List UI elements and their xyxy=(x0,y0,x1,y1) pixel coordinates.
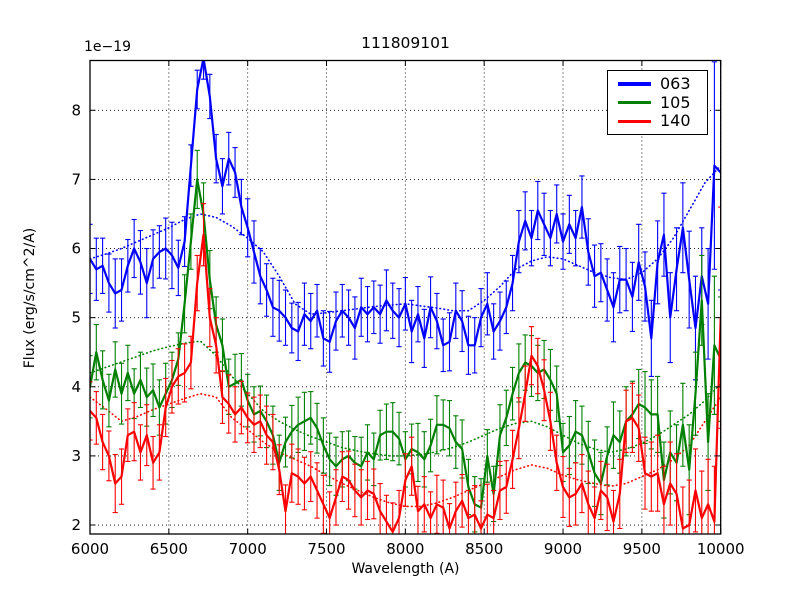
series-063-line xyxy=(90,60,721,347)
x-tick-label: 8000 xyxy=(386,540,424,558)
y-tick-label: 3 xyxy=(71,447,81,465)
legend-line-105 xyxy=(618,100,651,105)
tick-marks xyxy=(89,60,722,534)
y-tick-label: 7 xyxy=(71,170,81,188)
legend-label-105: 105 xyxy=(660,92,691,112)
legend-line-140 xyxy=(618,119,651,123)
tick-labels: 6000 6500 7000 7500 8000 8500 9000 9500 10000 2 3 4… xyxy=(71,101,745,558)
plot-title: 111809101 xyxy=(361,34,450,52)
y-tick-label: 6 xyxy=(71,240,81,258)
y-axis-offset-label: 1e−19 xyxy=(84,39,132,55)
legend-entry: 105 xyxy=(618,92,701,112)
y-tick-label: 2 xyxy=(71,516,81,534)
x-tick-label: 6500 xyxy=(150,540,188,558)
legend-entry: 140 xyxy=(618,113,701,129)
legend-line-063 xyxy=(618,82,651,86)
x-tick-label: 10000 xyxy=(697,540,745,558)
x-tick-label: 9500 xyxy=(623,540,661,558)
legend-entry: 063 xyxy=(618,73,701,93)
x-axis-label: Wavelength (A) xyxy=(351,561,460,577)
x-tick-label: 7500 xyxy=(307,540,345,558)
y-tick-label: 8 xyxy=(71,101,81,119)
legend-label-063: 063 xyxy=(660,73,691,93)
series-area xyxy=(90,60,721,534)
series-140-line xyxy=(90,233,721,534)
y-tick-label: 5 xyxy=(71,309,81,327)
legend[interactable]: 063 105 140 xyxy=(607,70,708,135)
x-tick-label: 6000 xyxy=(71,540,109,558)
legend-label-140: 140 xyxy=(660,111,691,131)
y-axis-label: Flux (erg/s/cm^2/A) xyxy=(22,227,38,369)
x-tick-label: 8500 xyxy=(465,540,503,558)
x-tick-label: 7000 xyxy=(229,540,267,558)
y-tick-label: 4 xyxy=(71,378,81,396)
x-tick-label: 9000 xyxy=(544,540,582,558)
